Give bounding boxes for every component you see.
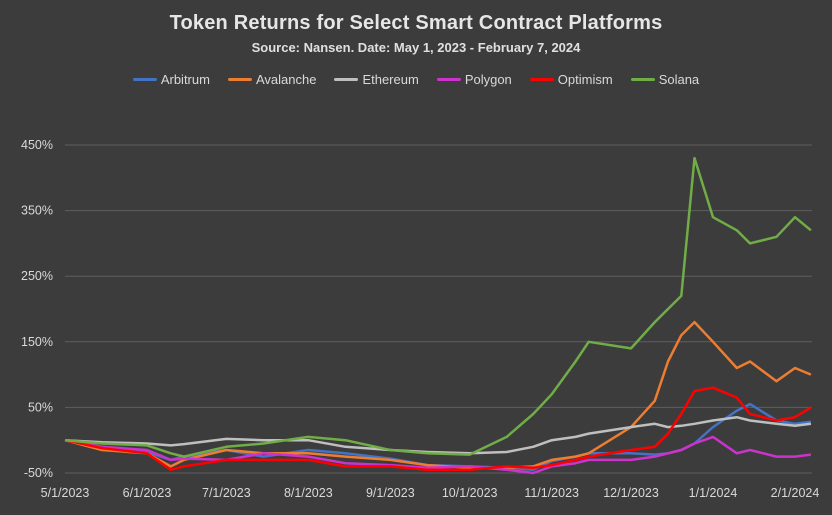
y-tick-label: 350%: [21, 204, 53, 218]
y-tick-label: 250%: [21, 269, 53, 283]
x-tick-label: 9/1/2023: [366, 486, 415, 500]
x-tick-label: 12/1/2023: [603, 486, 659, 500]
legend-item-solana: Solana: [630, 72, 700, 87]
series-line-ethereum: [64, 415, 812, 455]
chart-subtitle: Source: Nansen. Date: May 1, 2023 - Febr…: [251, 40, 581, 55]
legend-swatch: [227, 78, 252, 81]
x-tick-label: 8/1/2023: [284, 486, 333, 500]
legend-swatch: [436, 78, 461, 81]
y-tick-label: 150%: [21, 335, 53, 349]
legend-item-ethereum: Ethereum: [334, 72, 419, 87]
legend-item-polygon: Polygon: [436, 72, 512, 87]
legend-swatch: [529, 78, 554, 81]
chart-legend: Arbitrum Avalanche Ethereum Polygon Optimism…: [0, 72, 832, 87]
legend-swatch: [334, 78, 359, 81]
x-tick-label: 10/1/2023: [442, 486, 498, 500]
x-tick-label: 1/1/2024: [689, 486, 738, 500]
legend-item-arbitrum: Arbitrum: [132, 72, 210, 87]
series-line-polygon: [64, 435, 812, 475]
x-tick-label: 6/1/2023: [123, 486, 172, 500]
legend-label: Polygon: [464, 72, 512, 87]
x-tick-label: 7/1/2023: [202, 486, 251, 500]
legend-label: Optimism: [557, 72, 613, 87]
x-tick-label: 5/1/2023: [41, 486, 90, 500]
y-tick-label: 450%: [21, 138, 53, 152]
y-tick-label: -50%: [24, 466, 53, 480]
chart-title: Token Returns for Select Smart Contract …: [169, 12, 663, 34]
legend-label: Avalanche: [255, 72, 317, 87]
legend-swatch: [132, 78, 157, 81]
legend-label: Arbitrum: [160, 72, 210, 87]
series-line-avalanche: [64, 320, 812, 470]
legend-item-avalanche: Avalanche: [227, 72, 317, 87]
legend-label: Ethereum: [362, 72, 419, 87]
y-tick-label: 50%: [28, 400, 53, 414]
legend-swatch: [630, 78, 655, 81]
series-line-optimism: [64, 386, 812, 471]
series-line-solana: [64, 156, 812, 458]
legend-item-optimism: Optimism: [529, 72, 613, 87]
x-tick-label: 11/1/2023: [524, 486, 579, 500]
legend-label: Solana: [658, 72, 700, 87]
x-tick-label: 2/1/2024: [771, 486, 820, 500]
